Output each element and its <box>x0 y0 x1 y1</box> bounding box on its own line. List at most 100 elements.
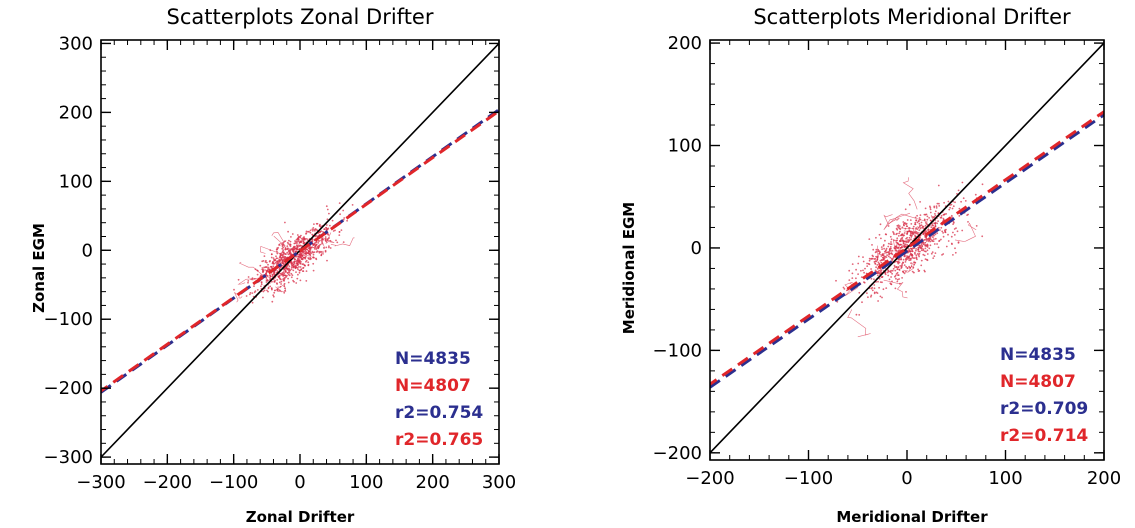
scatter-point <box>320 230 323 233</box>
scatter-point <box>282 261 285 263</box>
scatter-point <box>943 213 946 216</box>
regression-line-red <box>101 109 499 393</box>
scatter-point <box>896 278 899 281</box>
scatter-point <box>908 203 911 206</box>
scatter-point <box>271 262 274 265</box>
scatter-point <box>916 214 918 217</box>
scatter-point <box>297 273 299 276</box>
scatter-point <box>895 273 898 275</box>
scatter-point <box>958 207 961 210</box>
scatter-point <box>294 250 297 253</box>
scatter-point <box>874 262 876 265</box>
scatter-point <box>870 294 873 297</box>
scatter-point <box>283 279 285 282</box>
x-axis-label: Zonal Drifter <box>246 508 355 526</box>
scatter-point <box>894 266 896 268</box>
scatter-point <box>253 291 256 294</box>
scatter-point <box>276 252 279 255</box>
scatter-point <box>326 208 329 211</box>
scatter-point <box>944 231 947 234</box>
scatter-point <box>896 239 898 242</box>
scatter-point <box>928 247 931 250</box>
scatter-point <box>315 247 318 250</box>
scatter-point <box>933 255 936 257</box>
scatter-point <box>913 271 915 274</box>
scatter-point <box>914 251 916 254</box>
scatter-point <box>860 276 863 278</box>
drifter-track <box>278 240 287 247</box>
scatter-point <box>907 257 910 260</box>
scatter-point <box>299 266 302 268</box>
y-tick-label: −100 <box>653 340 702 361</box>
scatter-point <box>276 247 279 250</box>
scatter-point <box>320 239 322 242</box>
scatter-point <box>317 242 320 244</box>
scatter-point <box>936 243 938 245</box>
scatter-point <box>903 264 906 266</box>
scatter-point <box>890 243 893 246</box>
scatter-point <box>318 225 321 227</box>
x-tick-label: −200 <box>685 468 734 489</box>
scatter-point <box>876 270 878 273</box>
scatter-point <box>874 258 877 260</box>
scatter-point <box>890 257 893 260</box>
scatter-point <box>293 242 296 245</box>
scatter-point <box>292 250 295 252</box>
scatter-point <box>273 281 276 283</box>
scatter-point <box>289 252 292 254</box>
scatter-point <box>842 286 845 289</box>
scatter-point <box>909 259 912 261</box>
scatter-point <box>924 224 927 227</box>
scatter-point <box>914 223 916 226</box>
drifter-track <box>309 243 324 257</box>
y-tick-label: −200 <box>653 443 702 464</box>
drifter-track <box>883 279 908 299</box>
scatter-point <box>307 263 310 266</box>
scatter-point <box>881 259 883 262</box>
scatter-point <box>339 213 341 216</box>
scatter-point <box>251 292 254 294</box>
scatter-point <box>295 247 298 250</box>
scatter-point <box>915 249 917 252</box>
scatter-point <box>278 274 281 277</box>
scatter-point <box>908 236 911 239</box>
scatter-point <box>263 255 266 257</box>
x-axis-label: Meridional Drifter <box>836 508 988 526</box>
scatter-point <box>284 221 286 224</box>
scatter-point <box>884 273 887 276</box>
scatter-point <box>280 252 283 255</box>
scatter-point <box>313 228 315 231</box>
scatter-point <box>919 250 921 253</box>
x-tick-label: −100 <box>784 468 833 489</box>
x-tick-label: 300 <box>482 472 516 493</box>
scatter-point <box>329 247 332 249</box>
scatter-point <box>902 221 905 223</box>
scatter-point <box>950 214 953 217</box>
plot-area: −300 −200 −100 0 100 200 300 −300 −200 −100 0 100 20… <box>44 33 517 493</box>
chart-title: Scatterplots Meridional Drifter <box>753 5 1071 29</box>
scatter-point <box>300 260 302 263</box>
scatter-point <box>273 291 276 294</box>
scatter-point <box>305 233 307 235</box>
scatter-point <box>282 271 285 273</box>
scatter-point <box>954 247 956 250</box>
scatter-point <box>920 264 923 267</box>
scatter-point <box>289 250 292 253</box>
y-tick-label: −200 <box>44 378 93 399</box>
scatter-point <box>934 237 937 240</box>
scatter-point <box>326 227 328 230</box>
drifter-track <box>954 222 977 242</box>
scatter-point <box>905 256 908 259</box>
scatter-point <box>351 204 354 206</box>
scatter-point <box>259 264 262 267</box>
scatter-point <box>929 238 932 241</box>
scatter-point <box>340 229 343 232</box>
scatter-point <box>929 208 932 211</box>
drifter-track <box>883 214 900 225</box>
scatter-point <box>287 267 290 270</box>
scatter-point <box>896 280 899 283</box>
scatter-point <box>326 218 329 221</box>
drifter-track <box>883 212 911 230</box>
scatter-point <box>261 267 264 269</box>
scatter-point <box>913 257 916 259</box>
